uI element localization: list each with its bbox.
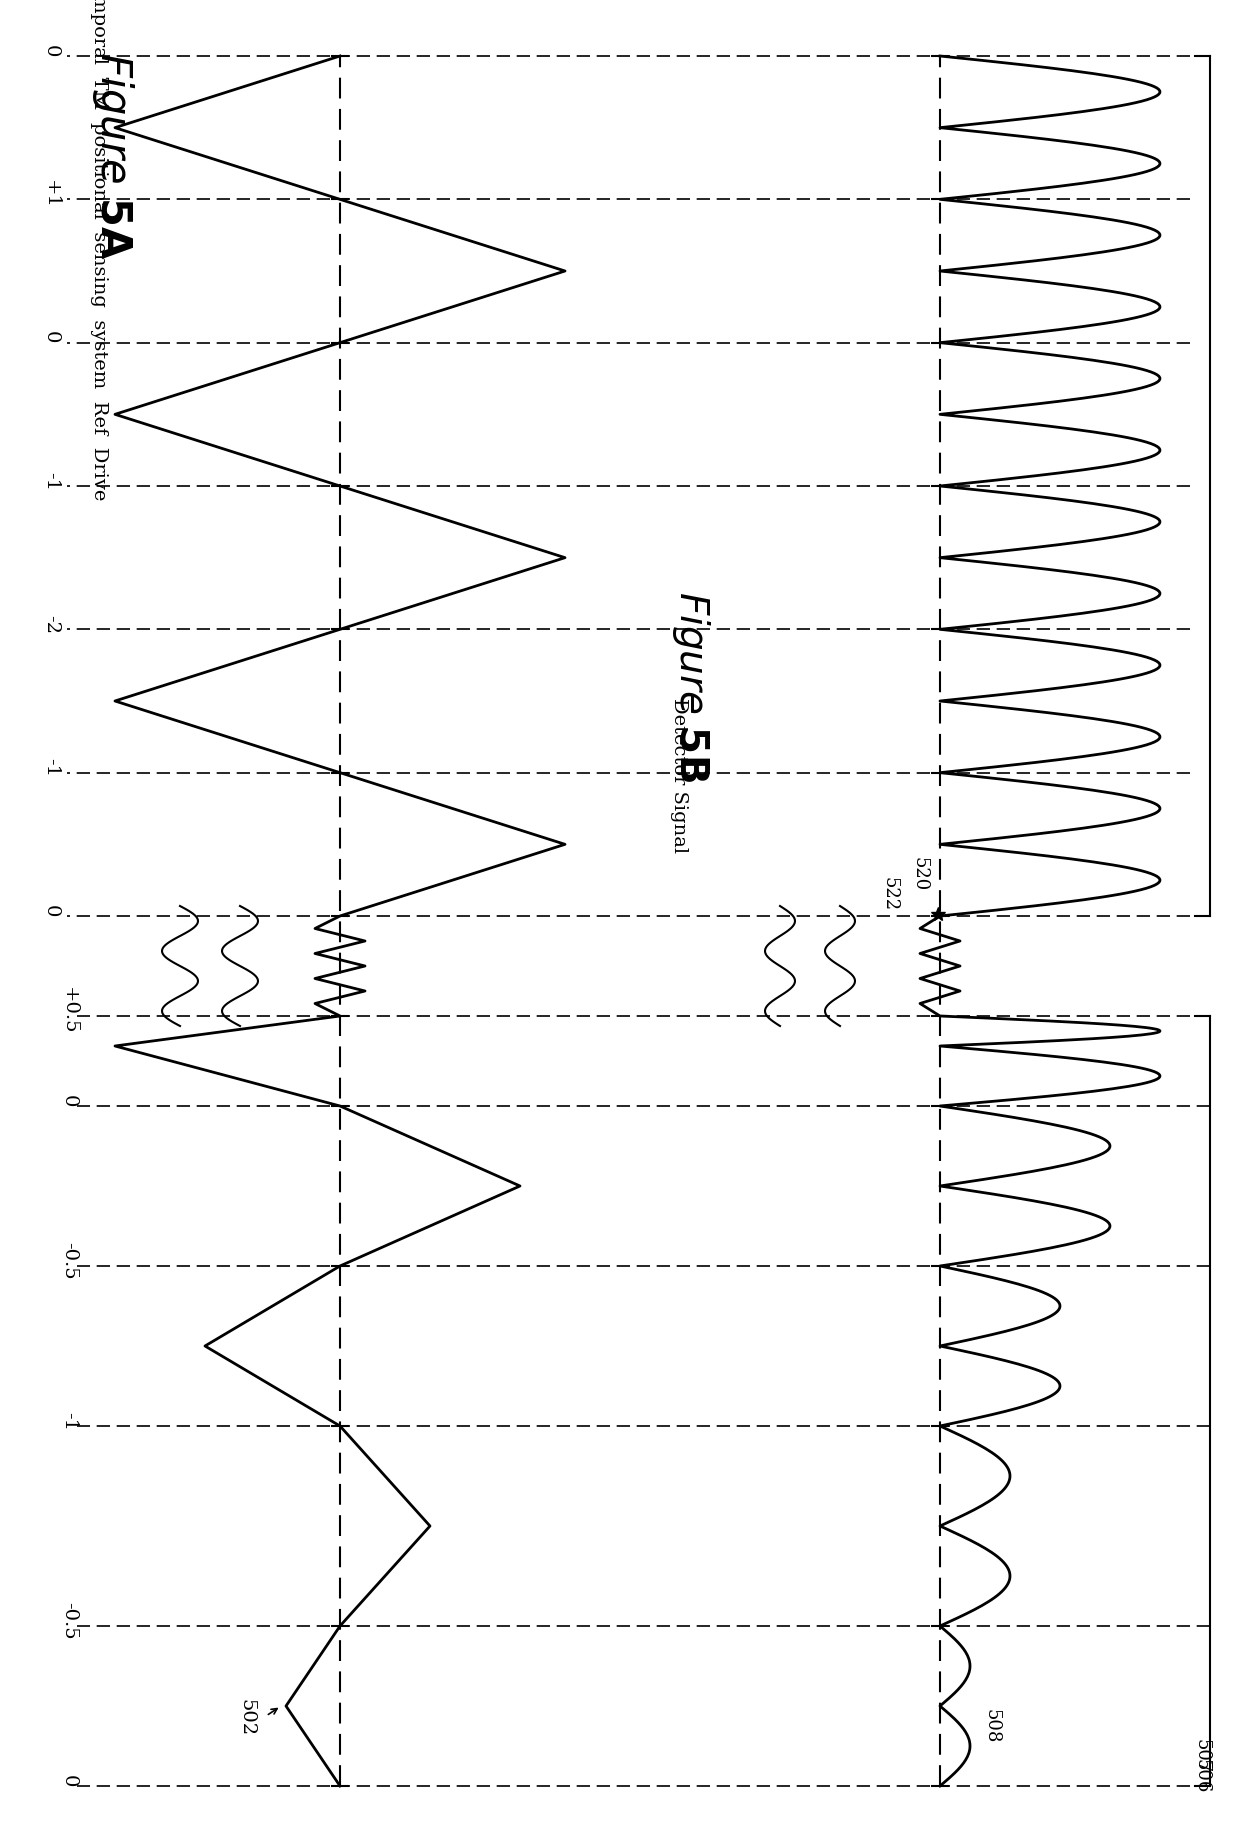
Text: $\it{Figure}\ \mathbf{5A}$: $\it{Figure}\ \mathbf{5A}$ bbox=[91, 51, 136, 259]
Text: 0: 0 bbox=[42, 905, 60, 918]
Text: -0.5: -0.5 bbox=[60, 1243, 78, 1280]
Text: 0: 0 bbox=[60, 1775, 78, 1786]
Text: 506: 506 bbox=[1192, 1759, 1210, 1794]
Text: -2: -2 bbox=[42, 615, 60, 633]
Text: 504: 504 bbox=[1236, 1755, 1240, 1794]
Text: -0.5: -0.5 bbox=[60, 1603, 78, 1640]
Text: 520: 520 bbox=[911, 857, 929, 890]
Text: $\it{Figure}\ \mathbf{5B}$: $\it{Figure}\ \mathbf{5B}$ bbox=[670, 591, 712, 782]
Text: 508: 508 bbox=[982, 1709, 999, 1742]
Text: 507: 507 bbox=[1192, 1739, 1210, 1774]
Text: 502: 502 bbox=[237, 1698, 255, 1737]
Text: 0: 0 bbox=[60, 1094, 78, 1107]
Text: +0.5: +0.5 bbox=[60, 988, 78, 1036]
Text: -1: -1 bbox=[42, 472, 60, 490]
Text: 522: 522 bbox=[880, 878, 899, 911]
Text: -1: -1 bbox=[60, 1412, 78, 1430]
Text: Temporal  TM  positional  sensing  system  Ref  Drive: Temporal TM positional sensing system Re… bbox=[91, 0, 108, 501]
Text: +1: +1 bbox=[42, 180, 60, 209]
Text: -1: -1 bbox=[42, 758, 60, 777]
Text: 0: 0 bbox=[42, 332, 60, 343]
Text: 0: 0 bbox=[42, 44, 60, 57]
Text: Detector Signal: Detector Signal bbox=[670, 698, 688, 854]
